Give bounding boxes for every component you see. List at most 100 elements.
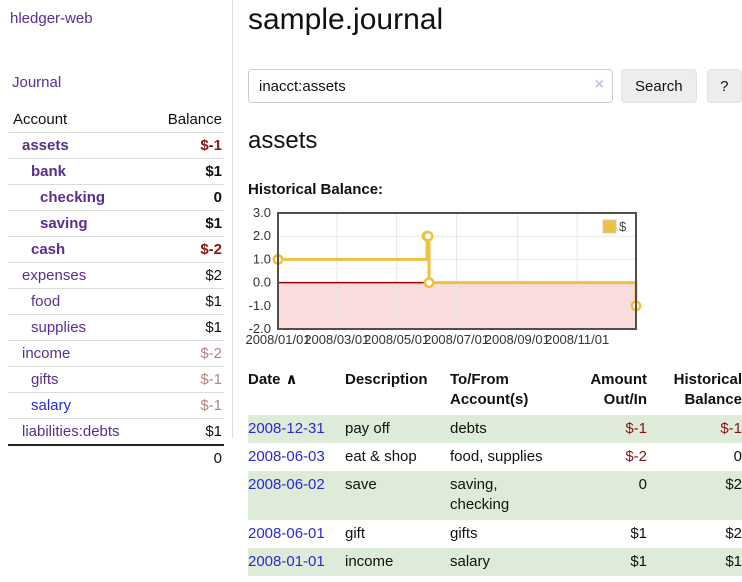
- transaction-description: save: [345, 476, 377, 493]
- accounts-header-account: Account: [13, 111, 68, 128]
- transaction-balance: $1: [725, 552, 742, 570]
- account-balance: $1: [205, 423, 222, 440]
- transaction-balance: $2: [725, 476, 742, 493]
- register-row: 2008-06-03 eat & shop food, supplies $-2…: [248, 443, 742, 471]
- account-link[interactable]: income: [22, 345, 71, 362]
- transaction-accounts: saving, checking: [450, 476, 510, 514]
- account-row: gifts $-1: [8, 366, 224, 393]
- account-row: expenses $2: [8, 262, 224, 289]
- sort-ascending-icon: ∧: [285, 371, 298, 388]
- svg-text:2.0: 2.0: [253, 228, 271, 243]
- account-row: assets $-1: [8, 132, 224, 159]
- register-row: 2008-06-01 gift gifts $1 $2: [248, 520, 742, 548]
- account-row: cash $-2: [8, 236, 224, 263]
- transaction-balance: $2: [725, 524, 742, 542]
- register-header-accounts[interactable]: To/From Account(s): [450, 371, 529, 409]
- svg-text:2008/01/01: 2008/01/01: [245, 332, 310, 347]
- search-form: × Search ?: [248, 69, 742, 103]
- account-link[interactable]: food: [31, 293, 61, 310]
- account-page-title: assets: [248, 127, 318, 154]
- register-table: Date ∧ Description To/From Account(s) Amo…: [248, 368, 742, 576]
- sidebar: hledger-web Journal Account Balance asse…: [0, 0, 233, 467]
- register-header-description[interactable]: Description: [345, 371, 428, 388]
- account-row: bank $1: [8, 158, 224, 185]
- accounts-table-header: Account Balance: [8, 107, 224, 133]
- register-row: 2008-06-02 save saving, checking 0 $2: [248, 471, 742, 520]
- register-header-date[interactable]: Date ∧: [248, 371, 298, 388]
- account-link[interactable]: supplies: [31, 319, 87, 336]
- accounts-table: Account Balance assets $-1 bank $1 check…: [8, 107, 224, 471]
- transaction-description: pay off: [345, 419, 390, 437]
- account-balance: $1: [205, 215, 222, 232]
- register-header-amount[interactable]: Amount Out/In: [590, 371, 647, 409]
- chart-container: $3.0 2.0 1.0 0.0 -1.0 -2.0 2008/01/01 2008/03/0…: [245, 205, 742, 349]
- svg-text:2008/05/01: 2008/05/01: [364, 332, 429, 347]
- transaction-date-link[interactable]: 2008-12-31: [248, 419, 325, 437]
- app-brand-link[interactable]: hledger-web: [10, 10, 93, 27]
- sidebar-item-journal[interactable]: Journal: [12, 74, 62, 91]
- account-link[interactable]: saving: [40, 215, 88, 232]
- transaction-description: income: [345, 552, 394, 570]
- account-balance: $-1: [200, 371, 222, 388]
- account-link[interactable]: liabilities:debts: [22, 423, 120, 440]
- clear-search-icon[interactable]: ×: [594, 76, 604, 93]
- svg-text:0.0: 0.0: [253, 275, 271, 290]
- account-link[interactable]: cash: [31, 241, 66, 258]
- account-link[interactable]: gifts: [31, 371, 59, 388]
- accounts-total-value: 0: [213, 450, 222, 467]
- search-button[interactable]: Search: [621, 69, 697, 103]
- svg-text:2008/03/01: 2008/03/01: [304, 332, 369, 347]
- register-header-balance[interactable]: Historical Balance: [673, 371, 742, 409]
- transaction-amount: 0: [638, 476, 647, 493]
- transaction-amount: $-2: [625, 447, 647, 465]
- transaction-accounts: debts: [450, 419, 487, 437]
- transaction-accounts: gifts: [450, 524, 478, 542]
- account-link[interactable]: bank: [31, 163, 67, 180]
- chart-label: Historical Balance:: [248, 181, 384, 198]
- transaction-amount: $-1: [625, 419, 647, 437]
- account-link[interactable]: salary: [31, 397, 72, 414]
- transaction-balance: 0: [733, 447, 742, 465]
- account-row: income $-2: [8, 340, 224, 367]
- transaction-date-link[interactable]: 2008-06-02: [248, 476, 325, 493]
- transaction-date-link[interactable]: 2008-06-03: [248, 447, 325, 465]
- accounts-header-balance: Balance: [167, 111, 222, 128]
- svg-text:-1.0: -1.0: [249, 298, 271, 313]
- transaction-balance: $-1: [720, 419, 742, 437]
- account-link[interactable]: assets: [22, 137, 69, 154]
- transaction-amount: $1: [630, 552, 647, 570]
- main-content: sample.journal × Search ? assets Histori…: [245, 0, 742, 576]
- historical-balance-chart: $3.0 2.0 1.0 0.0 -1.0 -2.02008/01/012008/03/0…: [245, 205, 642, 347]
- svg-text:2008/07/01: 2008/07/01: [424, 332, 489, 347]
- transaction-accounts: salary: [450, 552, 491, 570]
- legend-swatch: [602, 219, 617, 234]
- search-input[interactable]: [248, 69, 613, 103]
- accounts-table-body: assets $-1 bank $1 checking 0 saving $1 …: [8, 132, 224, 446]
- transaction-description: gift: [345, 524, 366, 542]
- account-row: salary $-1: [8, 392, 224, 419]
- register-row: 2008-01-01 income salary $1 $1: [248, 547, 742, 576]
- transaction-date-link[interactable]: 2008-01-01: [248, 552, 325, 570]
- account-balance: $-2: [200, 345, 222, 362]
- svg-text:2008/09/01: 2008/09/01: [485, 332, 550, 347]
- svg-text:$: $: [619, 219, 627, 234]
- register-header-row: Date ∧ Description To/From Account(s) Amo…: [248, 368, 742, 415]
- account-balance: $1: [205, 293, 222, 310]
- account-balance: $1: [205, 163, 222, 180]
- account-balance: $-2: [200, 241, 222, 258]
- transaction-date-link[interactable]: 2008-06-01: [248, 524, 325, 542]
- account-link[interactable]: expenses: [22, 267, 87, 284]
- account-link[interactable]: checking: [40, 189, 106, 206]
- account-row: liabilities:debts $1: [8, 418, 224, 446]
- help-button[interactable]: ?: [706, 69, 742, 103]
- account-balance: $2: [205, 267, 222, 284]
- accounts-total-row: 0: [8, 445, 224, 471]
- accounts-total-spacer: [8, 445, 147, 471]
- account-balance: 0: [213, 189, 222, 206]
- svg-text:2008/11/01: 2008/11/01: [545, 332, 609, 347]
- svg-text:-2.0: -2.0: [249, 321, 271, 336]
- register-row: 2008-12-31 pay off debts $-1 $-1: [248, 414, 742, 443]
- account-row: checking 0: [8, 184, 224, 211]
- transaction-accounts: food, supplies: [450, 447, 543, 465]
- account-row: food $1: [8, 288, 224, 315]
